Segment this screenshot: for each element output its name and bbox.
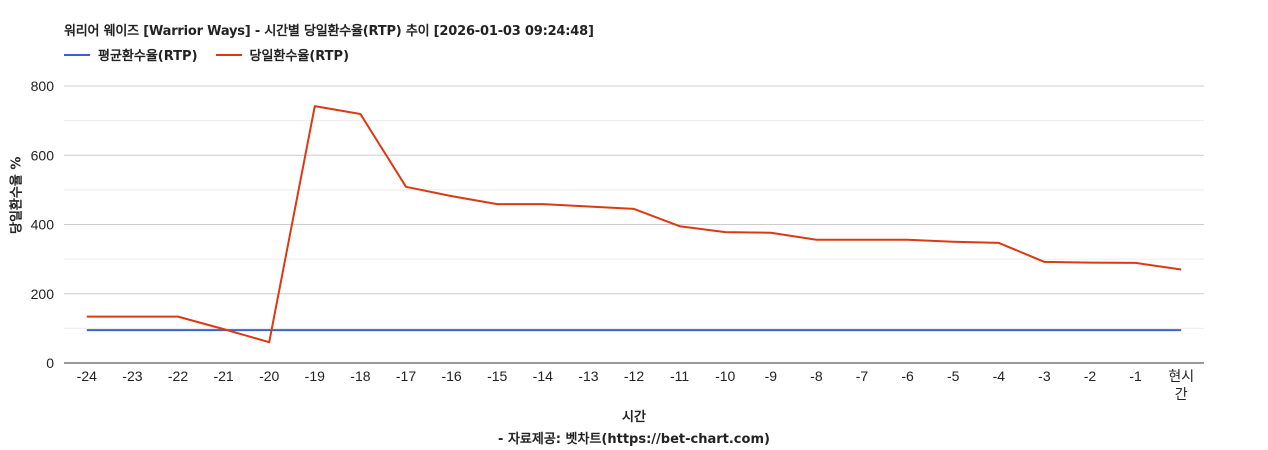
x-axis-ticks: -24 -23 -22 -21 -20 -19 -18 -17 -16 -15 -14 -13 -12 -… (77, 368, 1194, 402)
x-tick-label: -5 (947, 368, 960, 384)
legend-label: 평균환수율(RTP) (98, 49, 198, 64)
legend-item-daily-rtp[interactable]: 당일환수율(RTP) (215, 45, 350, 64)
y-tick-label: 200 (31, 286, 55, 302)
data-source-credit: - 자료제공: 벳차트(https://bet-chart.com) (498, 432, 770, 447)
chart-title: 워리어 웨이즈 [Warrior Ways] - 시간별 당일환수율(RTP) … (64, 24, 594, 39)
y-tick-label: 600 (31, 147, 55, 163)
x-tick-label: -1 (1129, 368, 1142, 384)
x-tick-label: -6 (901, 368, 914, 384)
x-tick-label: -13 (578, 368, 598, 384)
daily-rtp-line[interactable] (86, 105, 1182, 344)
x-tick-label: -23 (122, 368, 142, 384)
legend-label: 당일환수율(RTP) (249, 49, 350, 64)
x-tick-label: -4 (993, 368, 1006, 384)
x-tick-label: -21 (213, 368, 233, 384)
y-axis-ticks: 0 200 400 600 800 (31, 78, 55, 371)
x-tick-label: 현시 간 (1168, 368, 1194, 402)
y-tick-label: 400 (31, 217, 55, 233)
x-tick-label: -17 (396, 368, 416, 384)
legend: 평균환수율(RTP) 당일환수율(RTP) (64, 45, 349, 64)
y-tick-label: 800 (31, 78, 55, 94)
legend-item-average-rtp[interactable]: 평균환수율(RTP) (64, 45, 198, 64)
x-tick-label: -15 (487, 368, 507, 384)
x-tick-label: -8 (810, 368, 823, 384)
x-tick-label: -19 (305, 368, 325, 384)
x-axis-label: 시간 (622, 410, 646, 425)
x-tick-label: -18 (350, 368, 370, 384)
x-tick-label: -9 (765, 368, 778, 384)
y-axis-label: 당일환수율 % (9, 156, 25, 234)
x-tick-label: -24 (77, 368, 97, 384)
x-tick-label: -16 (441, 368, 461, 384)
x-tick-label: -11 (670, 368, 689, 384)
y-tick-label: 0 (46, 355, 54, 371)
gridlines (64, 85, 1204, 329)
x-tick-label: -20 (259, 368, 279, 384)
x-tick-label: -22 (168, 368, 188, 384)
series-lines (86, 105, 1182, 344)
legend-swatch-icon (215, 53, 242, 56)
x-tick-label: -10 (715, 368, 735, 384)
x-tick-label: -14 (533, 368, 553, 384)
x-tick-label: -7 (856, 368, 869, 384)
legend-swatch-icon (64, 53, 90, 56)
x-tick-label: -12 (624, 368, 644, 384)
x-tick-label: -2 (1084, 368, 1097, 384)
x-tick-label: -3 (1038, 368, 1051, 384)
